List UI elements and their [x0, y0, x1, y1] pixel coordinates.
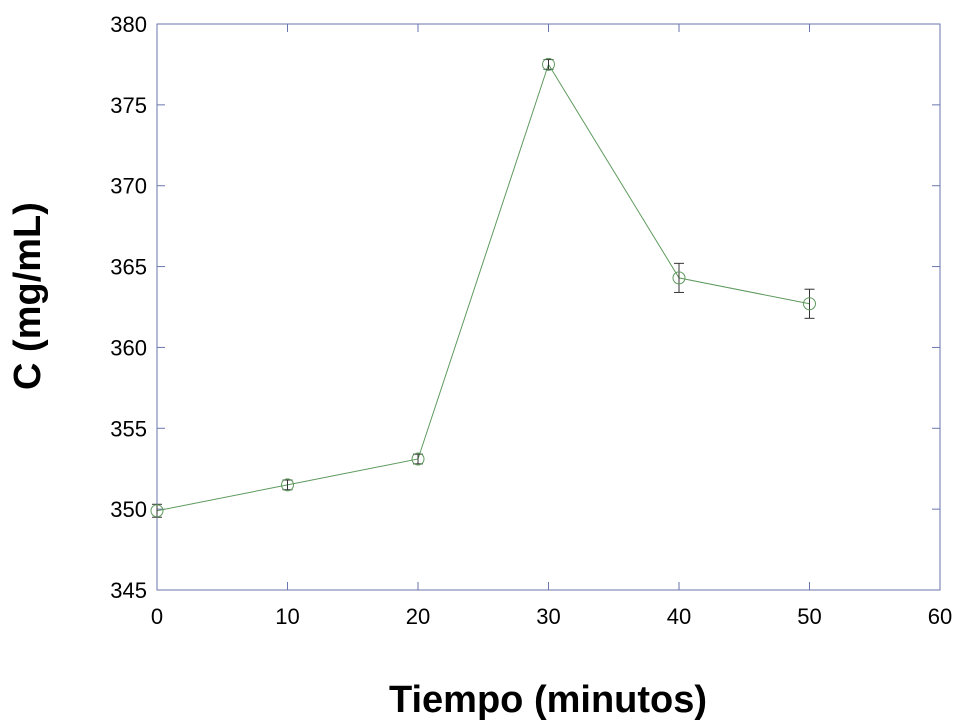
data-point	[150, 504, 164, 518]
data-point	[672, 271, 686, 285]
x-axis-title: Tiempo (minutos)	[389, 679, 707, 721]
x-tick-label: 40	[667, 604, 691, 629]
x-tick-label: 50	[797, 604, 821, 629]
y-tick-label: 370	[110, 174, 147, 199]
x-tick-label: 10	[275, 604, 299, 629]
plot-frame	[156, 23, 941, 591]
y-tick-label: 375	[110, 93, 147, 118]
y-tick-label: 345	[110, 578, 147, 603]
x-tick-label: 20	[406, 604, 430, 629]
data-point	[411, 452, 425, 466]
y-tick-label: 365	[110, 255, 147, 280]
y-tick-label: 350	[110, 497, 147, 522]
x-tick-label: 60	[928, 604, 952, 629]
data-point	[803, 297, 816, 311]
tick-label-layer: 0 10 20 30 40 50 60 345 350 355 360 365 370 375 380	[110, 12, 952, 629]
data-point	[542, 57, 555, 71]
y-tick-label: 360	[110, 335, 147, 360]
series-layer	[150, 57, 816, 518]
y-tick-label: 355	[110, 416, 147, 441]
x-tick-label: 0	[151, 604, 163, 629]
series-line	[156, 63, 810, 512]
data-point	[281, 478, 294, 492]
y-axis-title: C (mg/mL)	[7, 202, 49, 390]
plot-frame-layer	[156, 23, 941, 591]
y-tick-label: 380	[110, 12, 147, 37]
x-tick-label: 30	[536, 604, 560, 629]
tick-layer	[156, 23, 941, 591]
